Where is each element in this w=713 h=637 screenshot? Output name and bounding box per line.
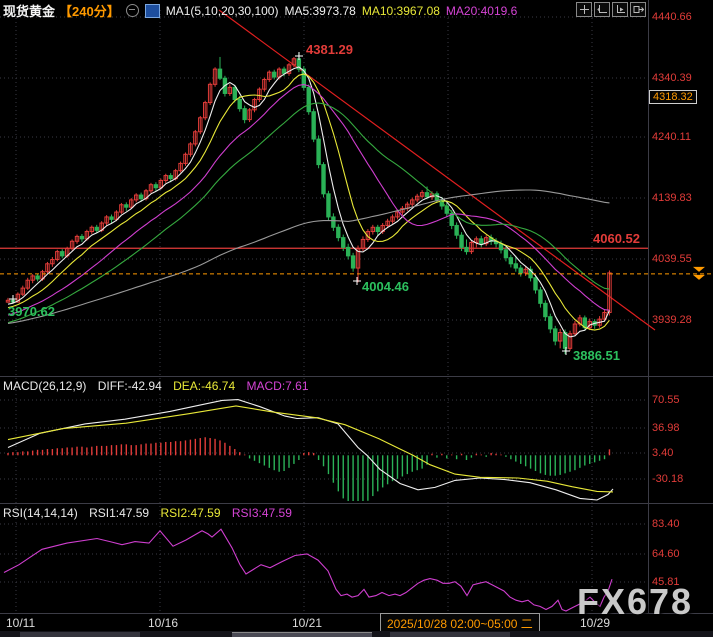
ma-settings-label: MA1(5,10,20,30,100) — [165, 3, 279, 18]
collapse-icon[interactable] — [125, 4, 139, 17]
ma20-value: MA20:4019.6 — [445, 3, 518, 18]
ma5-value: MA5:3973.78 — [284, 3, 356, 18]
rsi-title: RSI(14,14,14) — [3, 506, 78, 520]
bottom-tab-active[interactable] — [232, 632, 372, 637]
macd-diff-value: DIFF:-42.94 — [97, 379, 162, 393]
rsi-pane-header: RSI(14,14,14) RSI1:47.59 RSI2:47.59 RSI3… — [3, 506, 300, 520]
rsi3-value: RSI3:47.59 — [231, 506, 292, 520]
macd-macd-value: MACD:7.61 — [246, 379, 309, 393]
bottom-tab[interactable] — [20, 632, 140, 637]
rsi1-value: RSI1:47.59 — [89, 506, 150, 520]
export-chart-icon[interactable] — [630, 2, 646, 17]
axis-play-icon[interactable] — [612, 2, 628, 17]
interval-label: 【240分】 — [59, 4, 120, 19]
macd-dea-value: DEA:-46.74 — [173, 379, 236, 393]
axis-range-icon[interactable] — [594, 2, 610, 17]
chart-header: 现货黄金 【240分】 MA1(5,10,20,30,100) MA5:3973… — [3, 1, 517, 20]
bottom-tab[interactable] — [390, 632, 510, 637]
ma10-value: MA10:3967.08 — [361, 3, 440, 18]
chart-toolbar — [576, 2, 646, 17]
rsi2-value: RSI2:47.59 — [160, 506, 221, 520]
bottom-tab-strip[interactable] — [0, 631, 713, 637]
indicator-chart-icon[interactable] — [144, 3, 160, 18]
pan-tool-icon[interactable] — [576, 2, 592, 17]
symbol-name: 现货黄金 — [3, 4, 56, 19]
macd-pane-header: MACD(26,12,9) DIFF:-42.94 DEA:-46.74 MAC… — [3, 379, 317, 393]
fx678-watermark: FX678 — [577, 581, 694, 622]
macd-title: MACD(26,12,9) — [3, 379, 87, 393]
